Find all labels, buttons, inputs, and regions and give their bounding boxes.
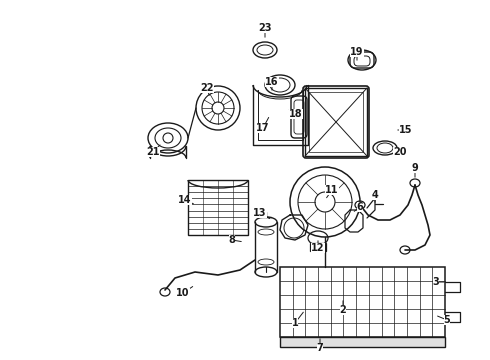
Text: 14: 14 <box>178 195 192 205</box>
Bar <box>309 92 363 152</box>
Text: 16: 16 <box>265 77 279 87</box>
Text: 11: 11 <box>325 185 339 195</box>
Bar <box>280 337 445 347</box>
Text: 1: 1 <box>292 318 298 328</box>
Text: 19: 19 <box>350 47 364 57</box>
Text: 23: 23 <box>258 23 272 33</box>
Text: 17: 17 <box>256 123 270 133</box>
Text: 3: 3 <box>433 277 440 287</box>
Text: 13: 13 <box>253 208 267 218</box>
Text: 21: 21 <box>146 147 160 157</box>
Text: 9: 9 <box>412 163 418 173</box>
Text: 5: 5 <box>443 315 450 325</box>
Text: 18: 18 <box>289 109 303 119</box>
Text: 7: 7 <box>317 343 323 353</box>
Text: 6: 6 <box>357 202 364 212</box>
Text: 12: 12 <box>311 243 325 253</box>
Text: 22: 22 <box>200 83 214 93</box>
Text: 20: 20 <box>393 147 407 157</box>
Bar <box>305 88 367 156</box>
Text: 15: 15 <box>399 125 413 135</box>
Bar <box>188 180 248 235</box>
Text: 10: 10 <box>176 288 190 298</box>
Text: 4: 4 <box>371 190 378 200</box>
Text: 8: 8 <box>228 235 235 245</box>
Text: 2: 2 <box>340 305 346 315</box>
Bar <box>280 267 445 337</box>
Bar <box>310 243 326 251</box>
